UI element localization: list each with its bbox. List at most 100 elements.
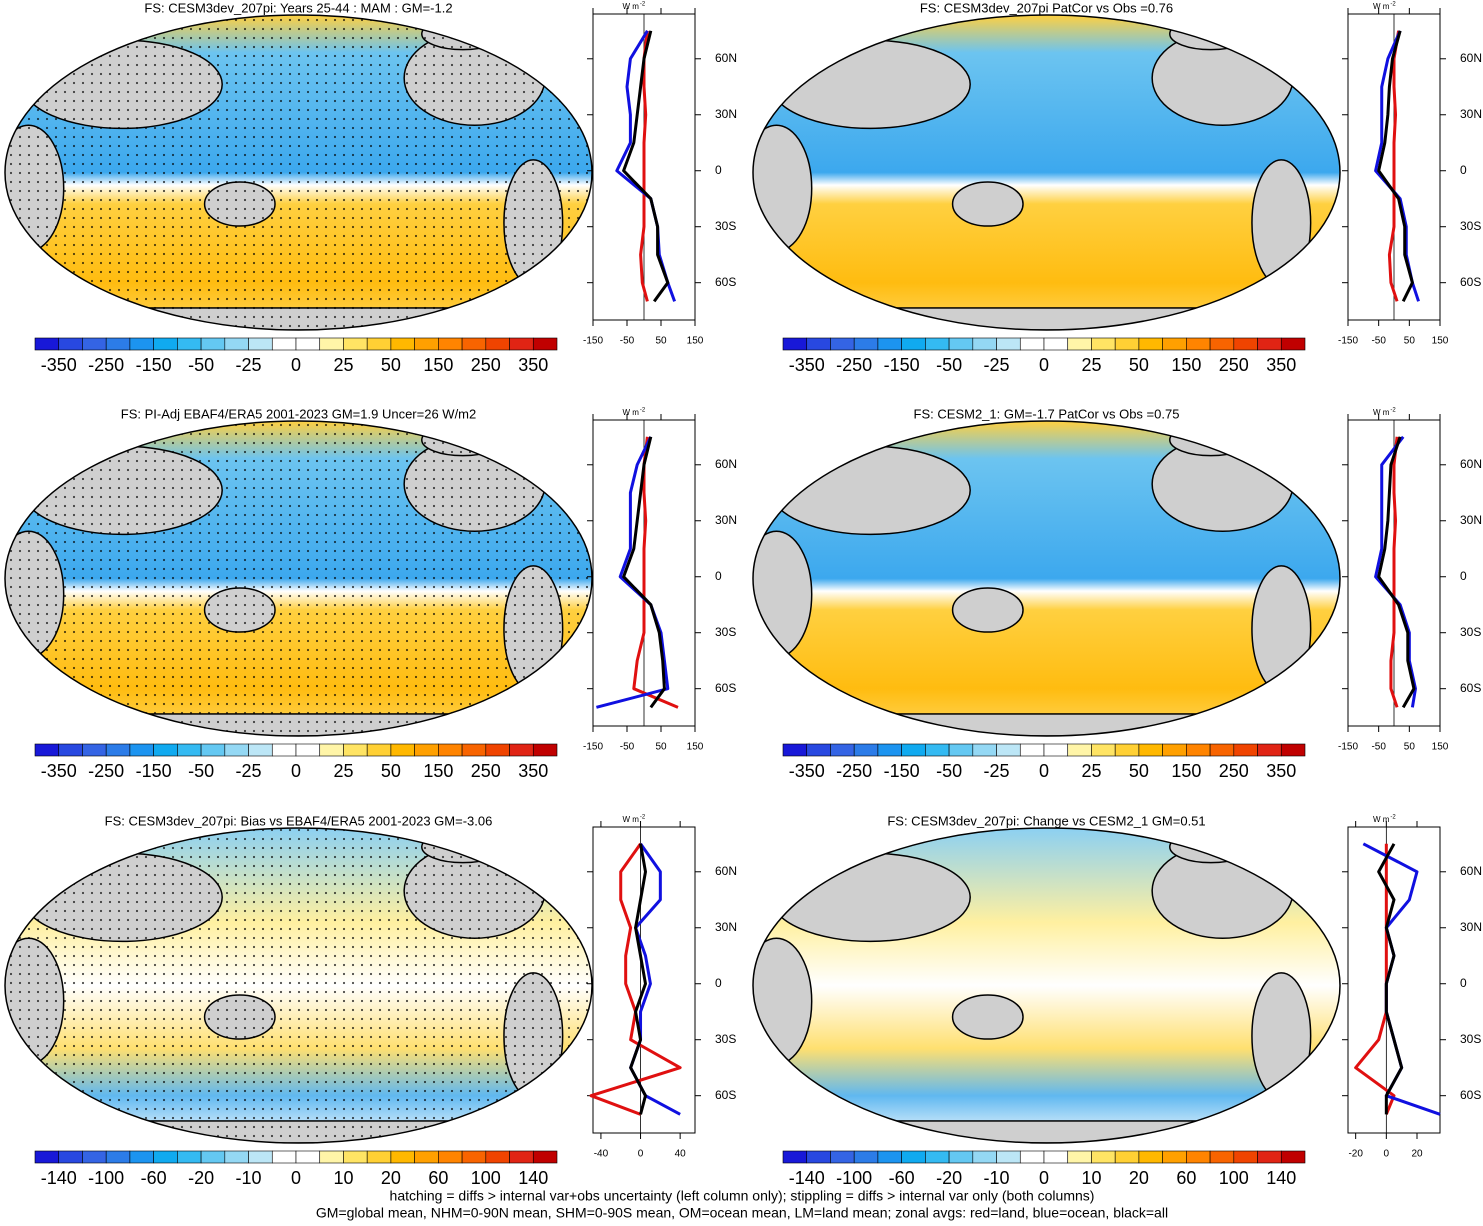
footer-line: hatching = diffs > internal var+obs unce… [390,1188,1095,1204]
y-tick-label: 60S [715,681,736,695]
colorbar-swatch [1067,1150,1092,1164]
colorbar-swatch [366,1150,392,1164]
colorbar-swatch [1138,337,1163,351]
colorbar-swatch [972,743,997,757]
x-tick-label: 0 [1384,1149,1390,1160]
map-title: FS: CESM3dev_207pi PatCor vs Obs =0.76 [920,0,1173,15]
x-tick-label: -50 [620,742,635,753]
colorbar-swatch [830,337,855,351]
colorbar-swatch [105,1150,131,1164]
colorbar-swatch [1186,743,1211,757]
land [769,445,971,536]
colorbar-swatch [343,743,368,757]
y-tick-label: 30N [1460,107,1482,121]
colorbar-swatch [1067,743,1092,757]
colorbar-swatch [248,1150,273,1164]
colorbar-swatch [853,337,879,351]
colorbar-swatch [414,337,439,351]
colorbar-label: 250 [471,355,501,375]
colorbar-swatch [58,1150,83,1164]
colorbar-swatch [948,743,974,757]
colorbar-label: -50 [936,355,962,375]
x-tick-label: 50 [655,742,667,753]
land [769,39,971,130]
colorbar-swatch [1162,1150,1187,1164]
zonal-line [639,30,649,302]
colorbar-swatch [438,1150,463,1164]
x-tick-label: -150 [1338,336,1358,347]
colorbar-swatch [343,1150,368,1164]
map-border [4,827,593,1144]
zonal-line [1377,436,1416,709]
colorbar-swatch [1209,743,1235,757]
colorbar-label: 350 [1266,355,1296,375]
colorbar-swatch [366,743,392,757]
units: W m [1373,408,1390,417]
zonal-line [629,843,647,1115]
colorbar-label: -20 [936,1168,962,1188]
units-exponent: -2 [640,815,646,821]
units-exponent: -2 [1390,815,1396,821]
colorbar-swatch [1067,337,1092,351]
land [1151,436,1294,532]
map [753,15,1340,330]
colorbar-swatch [153,1150,178,1164]
colorbar-swatch [996,743,1021,757]
colorbar-label: 150 [1171,761,1201,781]
colorbar-label: 100 [471,1168,501,1188]
colorbar-label: -250 [88,761,124,781]
colorbar-label: -10 [236,1168,262,1188]
y-tick-label: 60N [1460,51,1482,65]
colorbar-swatch [58,337,83,351]
x-tick-label: 0 [638,1149,644,1160]
colorbar-swatch [1162,337,1187,351]
colorbar-swatch [1209,1150,1235,1164]
zonal-line [632,436,679,709]
colorbar-label: -150 [884,761,920,781]
colorbar-swatch [177,743,202,757]
colorbar-swatch [1280,743,1306,757]
units: W m [622,2,639,11]
colorbar-label: 25 [333,761,353,781]
colorbar-swatch [925,743,950,757]
y-tick-label: 30N [715,513,737,527]
colorbar-label: -350 [789,761,825,781]
colorbar-swatch [129,743,154,757]
colorbar-swatch [853,743,879,757]
zonal-line [1389,436,1399,708]
y-tick-label: 30N [715,107,737,121]
stippling [5,421,592,736]
colorbar-swatch [200,1150,226,1164]
zonal-line [622,436,666,709]
y-tick-label: 60N [715,864,737,878]
colorbar-swatch [200,743,226,757]
colorbar-swatch [271,743,297,757]
y-tick-label: 30S [1460,1032,1481,1046]
colorbar-swatch [1043,337,1069,351]
colorbar-label: 50 [1129,355,1149,375]
colorbar-swatch [82,1150,107,1164]
colorbar-label: -350 [789,355,825,375]
map-border [752,827,1341,1144]
colorbar-label: -25 [984,761,1010,781]
x-tick-label: -150 [583,742,603,753]
y-tick-label: 0 [1460,976,1467,990]
y-tick-label: 30S [715,219,736,233]
colorbar-swatch [485,743,510,757]
y-tick-label: 0 [715,976,722,990]
x-tick-label: 40 [675,1149,687,1160]
zonal-line [589,842,682,1116]
colorbar-swatch [34,1150,60,1164]
colorbar-label: -150 [136,355,172,375]
colorbar-swatch [485,337,510,351]
y-tick-label: 30S [715,1032,736,1046]
colorbar-label: 60 [428,1168,448,1188]
land [753,937,813,1065]
colorbar-label: 0 [291,1168,301,1188]
colorbar-swatch [248,337,273,351]
x-tick-label: 150 [687,336,704,347]
colorbar-label: -100 [88,1168,124,1188]
colorbar-swatch [1019,743,1045,757]
colorbar-swatch [509,1150,534,1164]
